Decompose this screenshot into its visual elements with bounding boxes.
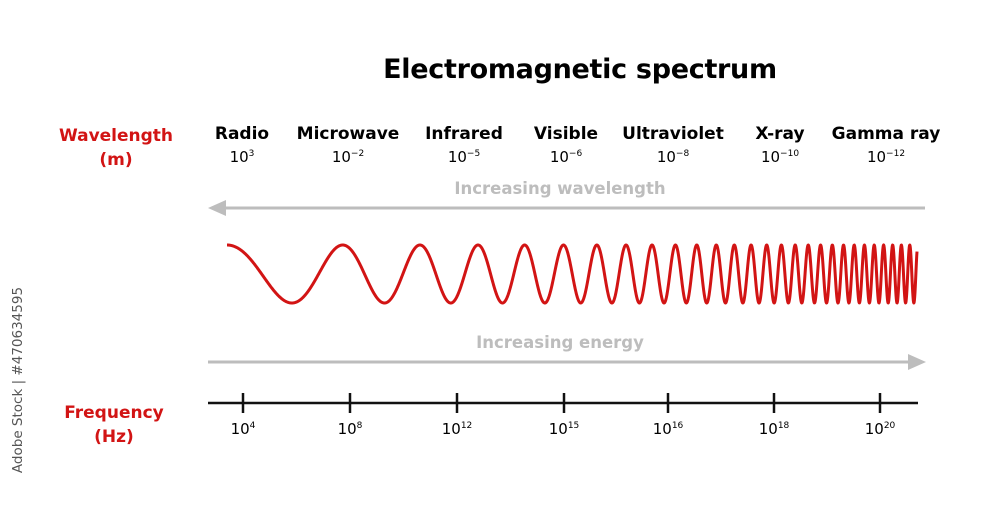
band-microwave: Microwave 10−2	[278, 122, 418, 168]
band-wavelength: 10−12	[866, 148, 906, 166]
increasing-wavelength-label: Increasing wavelength	[454, 179, 666, 198]
band-x-ray: X-ray 10−10	[710, 122, 850, 168]
wavelength-label-line1: Wavelength	[58, 126, 174, 146]
band-wavelength: 10−5	[447, 148, 481, 166]
band-name: Gamma ray	[831, 124, 941, 144]
band-ultraviolet: Ultraviolet 10−8	[603, 122, 743, 168]
frequency-tick-label: 1020	[864, 420, 896, 438]
frequency-tick-label: 1015	[548, 420, 580, 438]
band-infrared: Infrared 10−5	[394, 122, 534, 168]
frequency-tick-label: 104	[230, 420, 256, 438]
frequency-axis	[208, 393, 918, 413]
band-name: Microwave	[296, 124, 400, 144]
wavelength-arrow	[208, 200, 925, 216]
energy-arrow	[208, 354, 926, 370]
band-visible: Visible 10−6	[496, 122, 636, 168]
band-wavelength: 103	[229, 148, 255, 166]
frequency-label-line2: (Hz)	[94, 427, 134, 447]
band-gamma-ray: Gamma ray 10−12	[816, 122, 956, 168]
stock-watermark-text: Adobe Stock | #470634595	[10, 286, 26, 474]
band-wavelength: 10−10	[760, 148, 800, 166]
increasing-energy-label: Increasing energy	[476, 333, 644, 352]
frequency-label-line1: Frequency	[64, 403, 164, 423]
em-wave	[225, 243, 919, 305]
band-name: Ultraviolet	[622, 124, 724, 144]
frequency-tick-label: 108	[337, 420, 363, 438]
band-name: X-ray	[755, 124, 805, 144]
frequency-axis-label: Frequency (Hz)	[44, 401, 184, 449]
wavelength-axis-label: Wavelength (m)	[46, 124, 186, 172]
wavelength-label-line2: (m)	[99, 150, 133, 170]
band-wavelength: 10−8	[656, 148, 690, 166]
frequency-tick-label: 1012	[441, 420, 473, 438]
band-name: Infrared	[425, 124, 503, 144]
diagram-title: Electromagnetic spectrum	[383, 54, 777, 85]
band-wavelength: 10−2	[331, 148, 365, 166]
frequency-tick-label: 1018	[758, 420, 790, 438]
band-name: Radio	[214, 124, 270, 144]
band-radio: Radio 103	[172, 122, 312, 168]
band-name: Visible	[533, 124, 599, 144]
frequency-tick-label: 1016	[652, 420, 684, 438]
band-wavelength: 10−6	[549, 148, 583, 166]
